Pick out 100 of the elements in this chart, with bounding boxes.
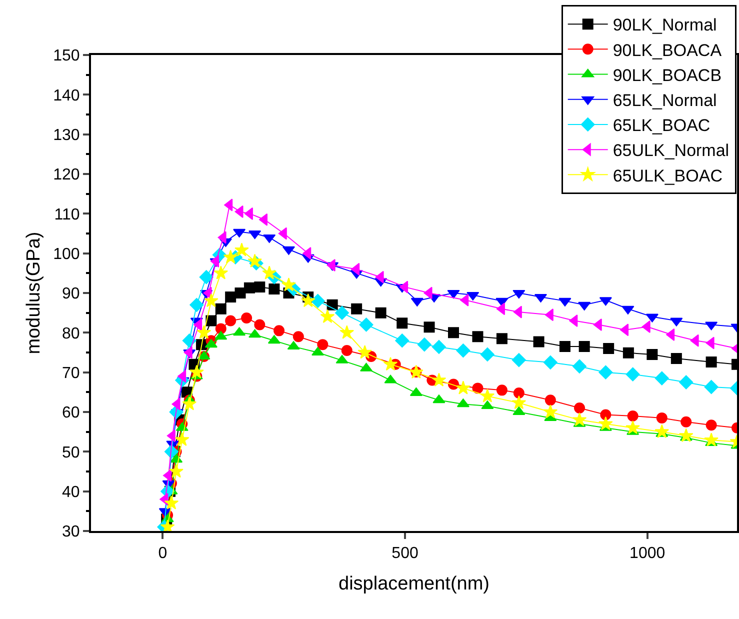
point — [654, 424, 670, 438]
point — [654, 371, 669, 386]
point — [603, 343, 614, 354]
point — [432, 372, 446, 386]
point — [234, 242, 249, 256]
point — [234, 288, 246, 298]
point — [706, 420, 717, 431]
point — [578, 341, 590, 352]
point — [670, 352, 682, 364]
point — [174, 432, 190, 446]
point — [254, 319, 266, 330]
point — [598, 416, 613, 430]
x-tick-label: 0 — [158, 545, 168, 562]
point — [679, 375, 694, 390]
y-axis-title: modulus(GPa) — [23, 232, 44, 354]
point — [396, 318, 408, 329]
point — [448, 327, 459, 338]
point — [480, 388, 495, 402]
x-tick-label: 500 — [392, 545, 418, 562]
point — [600, 409, 612, 420]
point — [432, 340, 446, 354]
point — [310, 294, 325, 308]
point — [169, 464, 184, 478]
point — [656, 412, 668, 424]
y-tick-label: 80 — [62, 325, 80, 342]
point — [646, 348, 658, 360]
point — [351, 303, 362, 314]
legend-label: 65LK_BOAC — [612, 116, 710, 136]
point — [358, 345, 372, 359]
point — [189, 364, 204, 378]
y-tick-label: 40 — [62, 484, 80, 501]
point — [223, 250, 238, 264]
point — [533, 336, 544, 348]
point — [472, 331, 484, 342]
point — [472, 382, 484, 394]
point — [292, 331, 304, 342]
point — [512, 395, 526, 410]
y-tick-label: 60 — [62, 404, 80, 422]
point — [572, 359, 586, 374]
point — [417, 338, 432, 352]
point — [704, 432, 718, 446]
point — [480, 347, 494, 362]
point — [268, 284, 280, 295]
x-tick-label: 1000 — [630, 545, 666, 562]
point — [383, 356, 398, 371]
y-tick-label: 110 — [54, 206, 80, 224]
point — [215, 303, 226, 314]
point — [300, 293, 316, 308]
point — [341, 345, 352, 356]
legend-label: 90LK_BOACB — [612, 66, 722, 85]
point — [375, 307, 386, 318]
y-tick-label: 70 — [62, 364, 80, 382]
point — [206, 315, 217, 326]
point — [199, 270, 214, 284]
point — [160, 520, 175, 531]
point — [359, 318, 374, 332]
point — [214, 266, 228, 280]
point — [282, 278, 296, 292]
point — [574, 402, 585, 414]
y-tick-label: 140 — [53, 87, 80, 104]
point — [320, 309, 335, 323]
y-tick-label: 120 — [53, 166, 80, 184]
point — [496, 333, 508, 344]
y-tick-label: 30 — [62, 524, 80, 541]
point — [215, 323, 226, 334]
point — [456, 380, 470, 394]
point — [598, 365, 613, 380]
y-tick-label: 50 — [62, 444, 80, 462]
point — [244, 282, 255, 294]
point — [678, 428, 694, 442]
point — [512, 353, 526, 368]
point — [706, 356, 717, 368]
point — [335, 306, 350, 320]
point — [254, 282, 266, 293]
point — [274, 325, 285, 336]
point — [559, 341, 570, 352]
point — [513, 387, 524, 398]
legend-label: 65ULK_Normal — [612, 141, 730, 160]
point — [543, 355, 558, 370]
point — [395, 334, 410, 348]
legend-label: 65ULK_BOAC — [612, 166, 722, 186]
point — [190, 298, 204, 312]
point — [248, 254, 262, 268]
point — [340, 325, 354, 339]
point — [543, 404, 558, 418]
point — [262, 266, 276, 280]
point — [424, 322, 435, 333]
point — [572, 412, 587, 426]
y-tick-label: 130 — [53, 126, 80, 144]
x-axis-title: displacement(nm) — [338, 574, 490, 594]
legend-label: 90LK_BOACA — [612, 40, 722, 60]
point — [626, 367, 640, 382]
point — [626, 420, 640, 434]
y-tick-label: 150 — [53, 48, 80, 65]
legend-label: 65LK_Normal — [612, 91, 717, 110]
point — [704, 380, 718, 394]
point — [204, 293, 218, 308]
y-tick-label: 90 — [62, 286, 80, 303]
point — [680, 416, 692, 428]
point — [182, 396, 197, 410]
